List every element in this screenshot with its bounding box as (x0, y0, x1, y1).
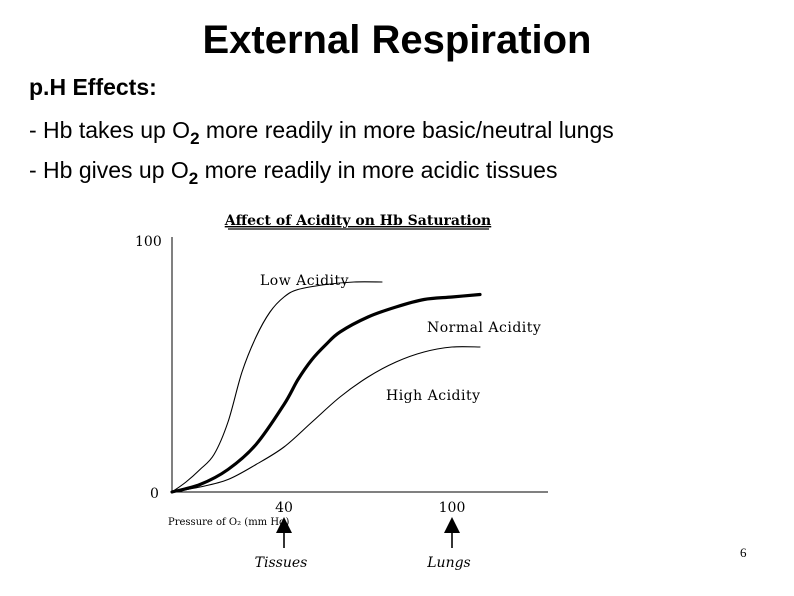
series-label-normal-acidity: Normal Acidity (427, 320, 541, 336)
x-annotation-tissues: Tissues (255, 555, 308, 571)
x-annotation-lungs: Lungs (426, 555, 470, 571)
x-ticks: 40 Tissues 100 Lungs (255, 500, 471, 571)
series-line-low-acidity (171, 281, 383, 493)
x-tick-label-100: 100 (439, 500, 466, 516)
series-line-normal-acidity (170, 292, 482, 494)
series-label-low-acidity: Low Acidity (260, 273, 349, 289)
bullet-suffix: more readily in more basic/neutral lungs (199, 117, 614, 143)
x-axis-label: Pressure of O₂ (mm Hg) (168, 517, 289, 528)
page-number: 6 (740, 545, 747, 560)
y-tick-label-0: 0 (150, 486, 159, 502)
series-line-high-acidity (171, 346, 481, 493)
ph-effects-heading: p.H Effects: (29, 74, 157, 100)
x-tick-label-40: 40 (275, 500, 293, 516)
bullet-suffix: more readily in more acidic tissues (198, 157, 558, 183)
series-label-high-acidity: High Acidity (386, 388, 481, 404)
bullet-prefix: - Hb gives up O (29, 157, 189, 183)
chart-title: Affect of Acidity on Hb Saturation (224, 213, 492, 229)
bullet-subscript: 2 (190, 129, 200, 148)
bullet-basic-lungs: - Hb takes up O2 more readily in more ba… (29, 117, 614, 149)
series-lines (170, 281, 482, 494)
bullet-acidic-tissues: - Hb gives up O2 more readily in more ac… (29, 157, 557, 189)
y-tick-label-100: 100 (135, 234, 162, 250)
series-labels: Low Acidity Normal Acidity High Acidity (260, 273, 541, 404)
bullet-subscript: 2 (188, 169, 199, 188)
bullet-prefix: - Hb takes up O (29, 117, 191, 143)
slide-title: External Respiration (202, 18, 592, 62)
